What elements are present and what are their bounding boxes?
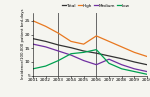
Total <box>134 61 135 63</box>
Legend: Total, High, Medium, Low: Total, High, Medium, Low <box>61 3 130 8</box>
Medium <box>95 64 97 65</box>
Total <box>32 38 34 39</box>
Line: Total: Total <box>33 39 147 65</box>
Medium <box>83 60 85 61</box>
Line: Low: Low <box>33 50 147 74</box>
Total <box>70 47 72 48</box>
Total <box>57 44 59 45</box>
Total <box>108 55 110 57</box>
Low <box>108 63 110 64</box>
Y-axis label: Incidence/100,000 patient bed-days: Incidence/100,000 patient bed-days <box>21 9 24 79</box>
Low <box>121 68 123 69</box>
Medium <box>146 71 148 72</box>
Total <box>95 53 97 54</box>
Low <box>45 65 46 67</box>
Medium <box>32 44 34 45</box>
Low <box>146 74 148 75</box>
Low <box>95 49 97 50</box>
Medium <box>57 50 59 52</box>
Line: Medium: Medium <box>33 44 147 72</box>
Medium <box>108 59 110 60</box>
High <box>108 41 110 42</box>
High <box>83 44 85 45</box>
Medium <box>45 46 46 47</box>
High <box>134 52 135 53</box>
Medium <box>134 68 135 69</box>
Total <box>83 50 85 52</box>
High <box>146 56 148 57</box>
High <box>95 35 97 36</box>
High <box>70 41 72 42</box>
High <box>121 46 123 47</box>
Medium <box>70 55 72 56</box>
Low <box>70 53 72 54</box>
Line: High: High <box>33 21 147 56</box>
Low <box>83 52 85 53</box>
Low <box>134 71 135 72</box>
Low <box>57 60 59 61</box>
Total <box>121 58 123 59</box>
High <box>57 33 59 34</box>
Total <box>146 64 148 65</box>
Medium <box>121 64 123 65</box>
Total <box>45 41 46 42</box>
High <box>32 20 34 21</box>
Low <box>32 68 34 69</box>
High <box>45 26 46 27</box>
